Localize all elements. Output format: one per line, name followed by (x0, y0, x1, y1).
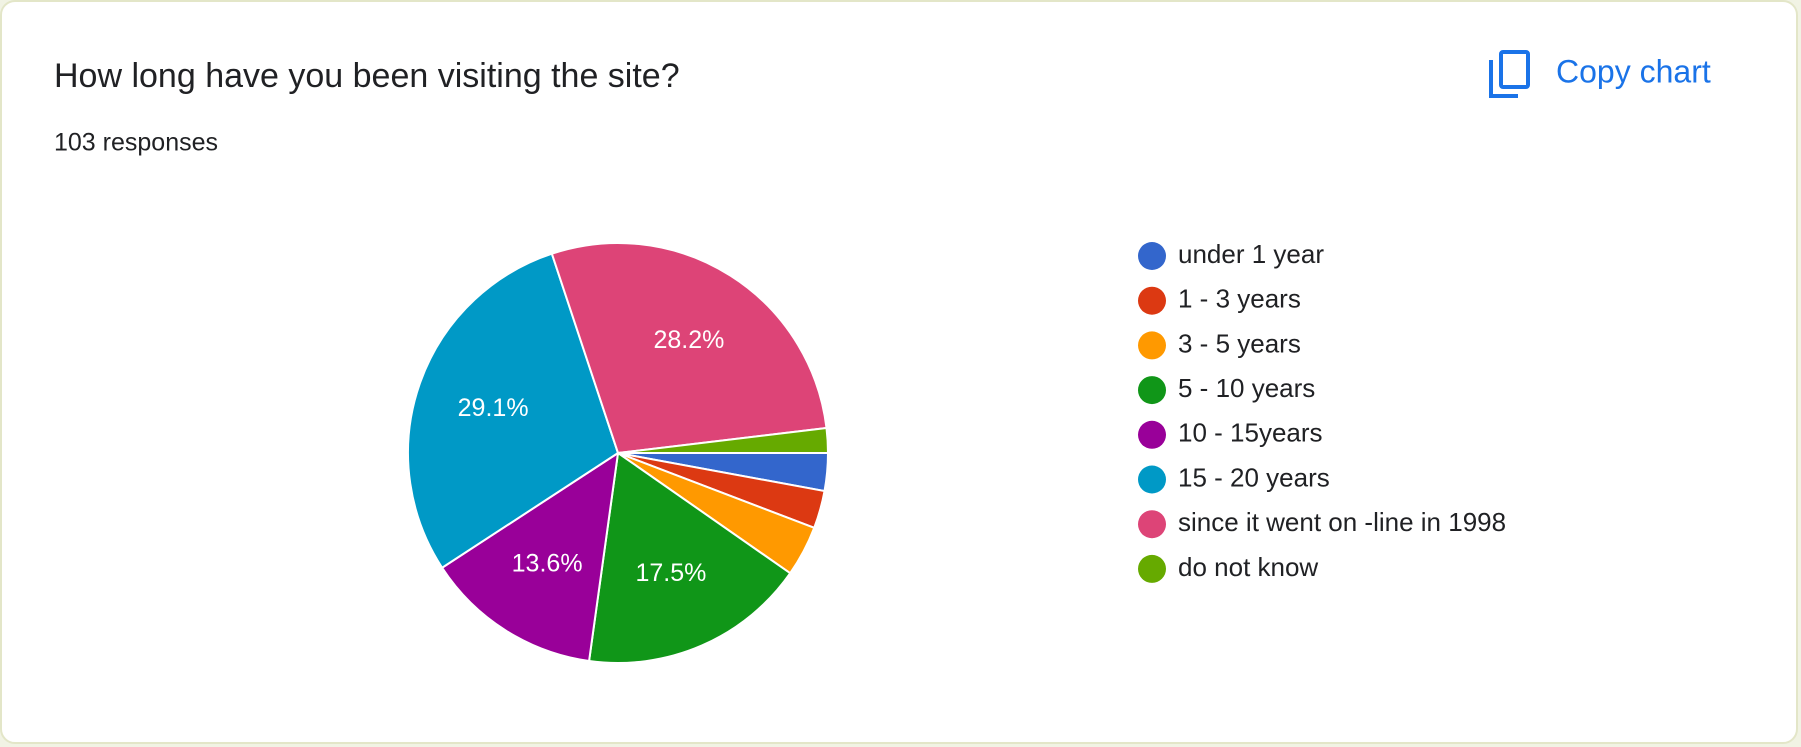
legend-swatch (1138, 376, 1166, 405)
legend-swatch (1138, 465, 1166, 494)
pie-slice (587, 451, 792, 664)
slice-label: 13.6% (512, 549, 583, 577)
legend-swatch (1138, 420, 1166, 449)
legend-swatch (1138, 286, 1166, 315)
legend-label: under 1 year (1178, 239, 1324, 269)
copy-chart-label[interactable]: Copy chart (1556, 53, 1711, 89)
legend-label: 3 - 5 years (1178, 328, 1301, 358)
legend-swatch (1138, 510, 1166, 539)
slice-label: 29.1% (458, 394, 529, 422)
legend-swatch (1138, 331, 1166, 360)
slice-label: 17.5% (635, 559, 706, 587)
pie-slice (617, 426, 830, 454)
legend-label: 5 - 10 years (1178, 373, 1315, 403)
pie-slice (407, 252, 620, 570)
legend-swatch (1138, 242, 1166, 270)
legend-swatch (1138, 554, 1166, 583)
legend-label: 15 - 20 years (1178, 462, 1330, 492)
copy-icon (1489, 50, 1530, 98)
chart-title: How long have you been visiting the site… (54, 57, 680, 95)
legend-label: 1 - 3 years (1178, 284, 1301, 314)
slice-label: 28.2% (653, 326, 724, 354)
chart-subtitle: 103 responses (54, 129, 218, 157)
legend-label: since it went on -line in 1998 (1178, 507, 1506, 537)
legend-label: 10 - 15years (1178, 418, 1323, 448)
copy-chart-button[interactable]: Copy chart (1489, 50, 1711, 98)
pie-slice (440, 450, 620, 663)
legend-label: do not know (1178, 552, 1318, 582)
pie-slice (550, 242, 828, 455)
